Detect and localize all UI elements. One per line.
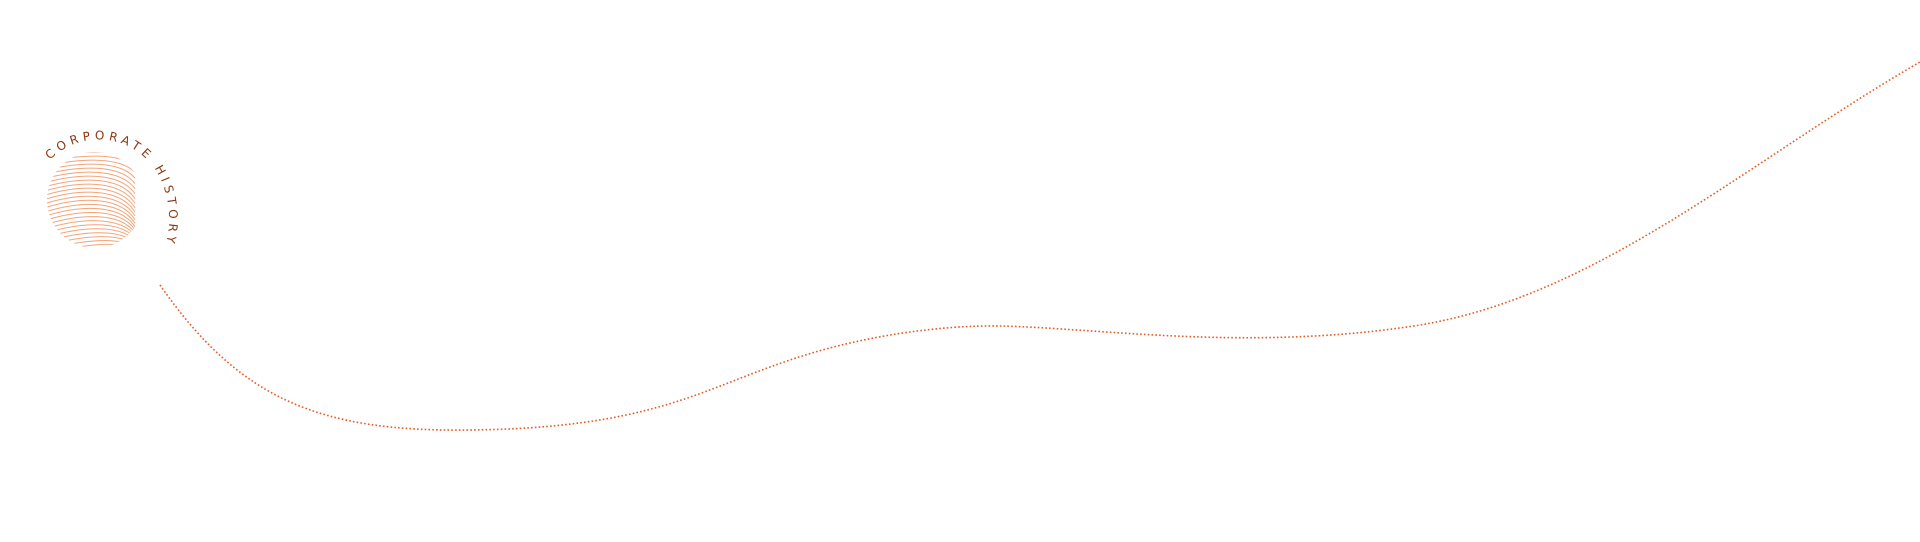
globe-wave-line — [47, 159, 136, 174]
globe-wave-line — [47, 212, 136, 231]
globe-wave-line — [47, 187, 136, 209]
globe-wave-line — [47, 195, 136, 217]
globe-wave-line — [47, 207, 136, 227]
wave-globe-icon — [47, 152, 136, 248]
timeline-curve — [159, 61, 1920, 431]
logo-text: CORPORATE HISTORY — [43, 128, 181, 248]
globe-wave-line — [47, 243, 136, 248]
corporate-history-logo: CORPORATE HISTORY — [43, 128, 181, 248]
globe-wave-line — [47, 179, 136, 199]
globe-wave-line — [47, 199, 136, 221]
globe-wave-line — [47, 191, 136, 213]
globe-wave-line — [47, 183, 136, 204]
globe-wave-line — [47, 175, 136, 195]
globe-wave-line — [47, 203, 136, 224]
globe-wave-line — [47, 216, 136, 234]
